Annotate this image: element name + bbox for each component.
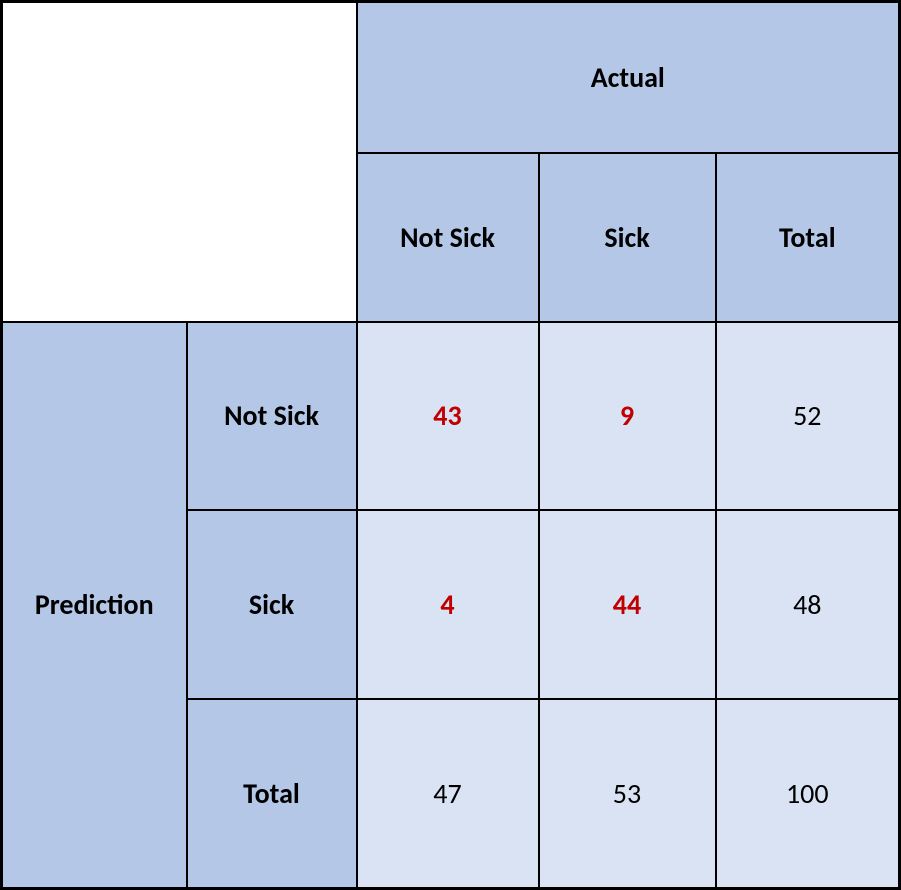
row-group-header: Prediction <box>2 322 187 889</box>
cell-1-2: 48 <box>716 510 900 699</box>
col-header-2: Total <box>716 153 900 322</box>
cell-1-0: 4 <box>357 510 539 699</box>
cell-0-0: 43 <box>357 322 539 510</box>
cell-0-1: 9 <box>539 322 716 510</box>
cell-1-1: 44 <box>539 510 716 699</box>
blank-corner <box>2 2 357 322</box>
cell-2-0: 47 <box>357 699 539 889</box>
col-header-1: Sick <box>539 153 716 322</box>
cell-2-1: 53 <box>539 699 716 889</box>
row-header-2: Total <box>187 699 357 889</box>
col-header-0: Not Sick <box>357 153 539 322</box>
row-header-1: Sick <box>187 510 357 699</box>
cell-0-2: 52 <box>716 322 900 510</box>
col-group-header: Actual <box>357 2 900 153</box>
row-header-0: Not Sick <box>187 322 357 510</box>
confusion-matrix-table: Actual Not Sick Sick Total Prediction No… <box>0 0 901 890</box>
cell-2-2: 100 <box>716 699 900 889</box>
